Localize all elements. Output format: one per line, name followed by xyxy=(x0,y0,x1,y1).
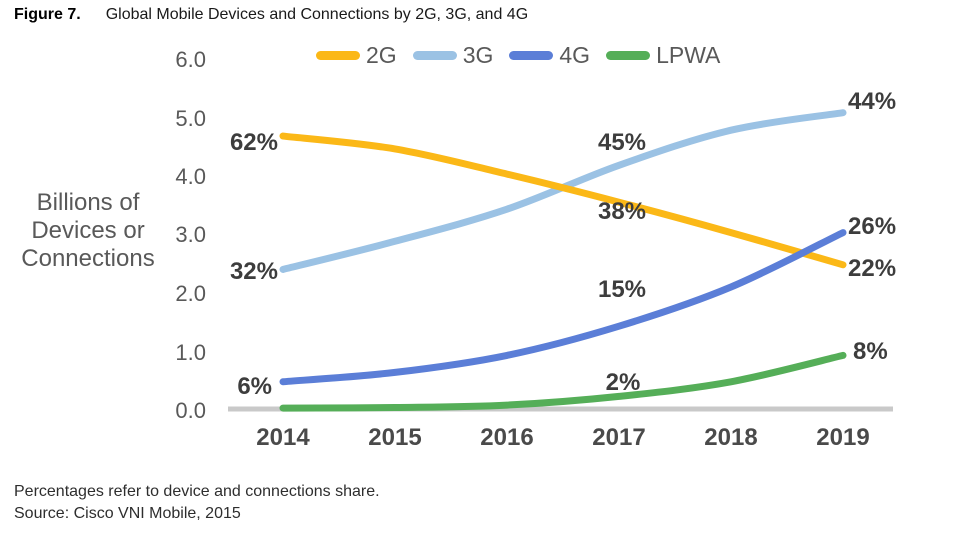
footer-source: Source: Cisco VNI Mobile, 2015 xyxy=(14,505,241,522)
legend-item-3g: 3G xyxy=(412,42,494,69)
y-tick-3: 3.0 xyxy=(175,222,206,247)
legend-marker-2g xyxy=(316,51,360,60)
line-4g xyxy=(279,229,847,386)
line-2g xyxy=(279,132,847,269)
legend-label-4g: 4G xyxy=(559,42,591,68)
data-label-lpwa-2019: 8% xyxy=(853,338,888,365)
legend-label-3g: 3G xyxy=(462,42,494,68)
x-tick-2019: 2019 xyxy=(816,424,870,451)
legend-marker-3g xyxy=(412,51,457,60)
figure-footer: Percentages refer to device and connecti… xyxy=(14,481,380,525)
legend-item-lpwa: LPWA xyxy=(606,42,720,69)
legend-item-4g: 4G xyxy=(509,42,590,69)
data-label-4g-2017: 15% xyxy=(597,276,647,303)
data-label-2g-2019: 22% xyxy=(848,255,897,282)
data-label-lpwa-2017: 2% xyxy=(605,369,641,396)
figure-number-label: Figure 7. xyxy=(14,6,81,23)
y-tick-0: 0.0 xyxy=(175,398,206,423)
x-tick-2015: 2015 xyxy=(368,424,422,451)
data-label-2g-2017: 38% xyxy=(597,198,647,225)
y-tick-5: 5.0 xyxy=(175,106,206,131)
footer-note: Percentages refer to device and connecti… xyxy=(14,483,380,500)
x-tick-2018: 2018 xyxy=(704,424,758,451)
y-tick-1: 1.0 xyxy=(175,340,206,365)
legend-marker-lpwa xyxy=(606,51,651,60)
legend-label-2g: 2G xyxy=(366,42,397,68)
x-tick-2014: 2014 xyxy=(256,424,310,451)
legend-marker-4g xyxy=(509,51,554,60)
data-label-4g-2014: 6% xyxy=(237,373,272,400)
y-tick-4: 4.0 xyxy=(175,164,206,189)
legend-item-2g: 2G xyxy=(316,42,397,69)
y-tick-6: 6.0 xyxy=(175,47,206,72)
chart-legend: 2G 3G 4G LPWA xyxy=(316,42,736,69)
data-label-4g-2019: 26% xyxy=(848,213,897,240)
figure-title-text: Global Mobile Devices and Connections by… xyxy=(105,6,529,23)
figure-title: Figure 7. Global Mobile Devices and Conn… xyxy=(14,6,528,24)
line-lpwa xyxy=(279,351,847,412)
data-label-3g-2014: 32% xyxy=(229,258,278,285)
y-axis-title: Billions of Devices or Connections xyxy=(21,189,155,272)
data-label-2g-2014: 62% xyxy=(229,129,278,156)
data-label-3g-2017: 45% xyxy=(597,129,647,156)
data-label-3g-2019: 44% xyxy=(848,88,897,115)
x-tick-2017: 2017 xyxy=(592,424,646,451)
x-tick-2016: 2016 xyxy=(480,424,534,451)
legend-label-lpwa: LPWA xyxy=(656,42,721,68)
y-tick-2: 2.0 xyxy=(175,281,206,306)
